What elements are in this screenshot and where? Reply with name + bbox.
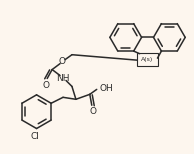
Text: O: O — [43, 81, 50, 90]
Text: A(s): A(s) — [141, 57, 154, 62]
FancyBboxPatch shape — [137, 53, 158, 66]
Text: O: O — [59, 57, 66, 66]
Text: Cl: Cl — [30, 132, 39, 142]
Text: O: O — [89, 107, 96, 116]
Text: OH: OH — [100, 84, 113, 93]
Text: NH: NH — [56, 74, 70, 83]
